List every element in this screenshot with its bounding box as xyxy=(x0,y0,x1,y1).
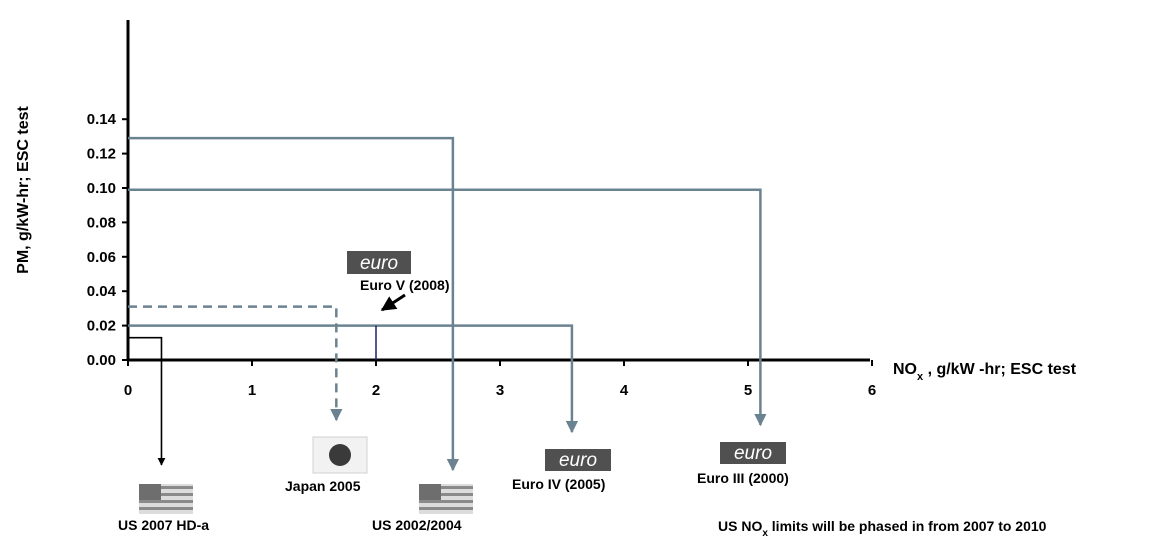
label-us-2002: US 2002/2004 xyxy=(372,517,462,533)
euro-logo-icon: euro xyxy=(720,442,786,464)
japan-flag-icon xyxy=(312,436,368,474)
series-limit-line xyxy=(128,336,166,466)
y-tick-label: 0.06 xyxy=(87,249,116,266)
footnote: US NOx limits will be phased in from 200… xyxy=(718,518,1047,539)
x-tick-label: 2 xyxy=(372,382,380,399)
svg-text:euro: euro xyxy=(559,450,597,471)
x-tick-label: 3 xyxy=(496,382,504,399)
x-tick-label: 4 xyxy=(620,382,629,399)
series-limit-line xyxy=(128,136,460,472)
x-tick-label: 0 xyxy=(124,382,132,399)
y-ticks: 0.00 0.02 0.04 0.06 0.08 0.10 0.12 0.14 xyxy=(87,111,128,369)
x-axis-title: NOx , g/kW -hr; ESC test xyxy=(893,361,1077,383)
svg-text:euro: euro xyxy=(360,253,398,274)
x-ticks: 0 1 2 3 4 5 6 xyxy=(124,360,876,399)
y-tick-label: 0.12 xyxy=(87,146,116,163)
series-group xyxy=(128,136,767,472)
label-euro-iii: Euro III (2000) xyxy=(697,470,789,486)
label-japan-2005: Japan 2005 xyxy=(285,478,361,494)
y-tick-label: 0.00 xyxy=(87,352,116,369)
svg-text:euro: euro xyxy=(734,443,772,464)
y-axis-title: PM, g/kW-hr; ESC test xyxy=(15,105,32,273)
series-limit-line xyxy=(128,324,579,434)
series-limit-line xyxy=(128,188,767,427)
series-limit-line xyxy=(128,305,343,422)
label-euro-v: Euro V (2008) xyxy=(360,277,449,293)
y-tick-label: 0.14 xyxy=(87,111,117,128)
euro-v-pointer xyxy=(380,293,406,312)
y-tick-label: 0.10 xyxy=(87,180,116,197)
x-tick-label: 1 xyxy=(248,382,256,399)
x-tick-label: 6 xyxy=(868,382,876,399)
label-us-2007: US 2007 HD-a xyxy=(118,517,209,533)
y-tick-label: 0.08 xyxy=(87,214,116,231)
euro-logo-icon: euro xyxy=(347,251,411,274)
us-flag-icon xyxy=(139,484,193,514)
euro-logo-icon: euro xyxy=(545,449,611,471)
label-euro-iv: Euro IV (2005) xyxy=(512,476,605,492)
x-tick-label: 5 xyxy=(744,382,752,399)
y-tick-label: 0.02 xyxy=(87,318,116,335)
y-tick-label: 0.04 xyxy=(87,283,117,300)
us-flag-icon xyxy=(419,484,473,514)
